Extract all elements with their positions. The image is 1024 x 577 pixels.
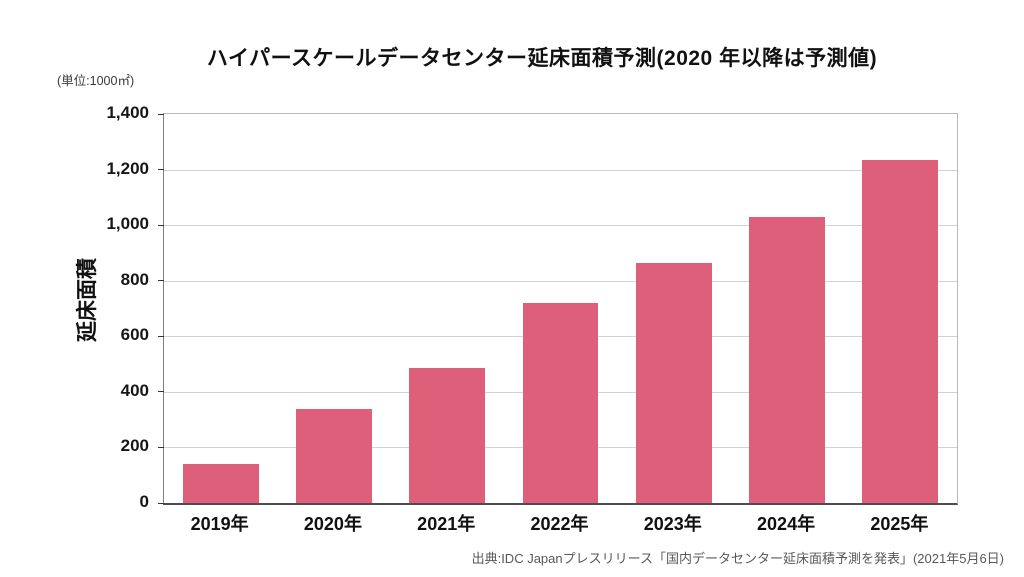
gridline-800	[164, 280, 957, 282]
y-tick-mark	[158, 502, 164, 504]
y-tick-mark	[158, 280, 164, 282]
bar-2020年	[295, 408, 372, 503]
chart-title: ハイパースケールデータセンター延床面積予測(2020 年以降は予測値)	[206, 47, 878, 70]
bar-2025年	[862, 159, 939, 503]
x-tick-label-2022年: 2022年	[530, 514, 589, 534]
y-tick-label-200: 200	[120, 436, 149, 456]
x-tick-label-2021年: 2021年	[417, 514, 476, 534]
plot-area	[158, 113, 958, 505]
y-tick-label-400: 400	[120, 380, 149, 400]
y-tick-label-800: 800	[120, 269, 149, 289]
x-tick-label-2024年: 2024年	[757, 514, 816, 534]
y-tick-mark	[158, 113, 164, 115]
gridline-1,200	[164, 169, 957, 171]
y-tick-label-1,000: 1,000	[106, 214, 149, 234]
gridline-1,000	[164, 225, 957, 227]
x-tick-label-2020年: 2020年	[303, 514, 362, 534]
bar-2024年	[749, 216, 825, 503]
y-tick-mark	[158, 169, 164, 171]
x-tick-label-2023年: 2023年	[643, 514, 702, 534]
y-tick-mark	[158, 391, 164, 393]
bar-2019年	[182, 464, 259, 503]
y-tick-label-1,200: 1,200	[106, 158, 149, 178]
x-tick-label-2019年: 2019年	[190, 514, 249, 534]
y-tick-label-1,400: 1,400	[106, 103, 149, 122]
y-tick-label-0: 0	[139, 492, 149, 511]
y-tick-mark	[158, 446, 164, 448]
y-tick-mark	[158, 224, 164, 226]
source-citation: 出典:IDC Japanプレスリリース「国内データセンター延床面積予測を発表」(…	[471, 551, 1004, 566]
unit-label: (単位:1000㎡)	[57, 74, 135, 88]
bar-2021年	[409, 368, 486, 503]
y-tick-label-600: 600	[120, 325, 149, 345]
x-tick-label-2025年: 2025年	[870, 514, 929, 534]
y-tick-mark	[158, 335, 164, 337]
bar-2023年	[635, 262, 712, 503]
bar-2022年	[522, 302, 599, 503]
